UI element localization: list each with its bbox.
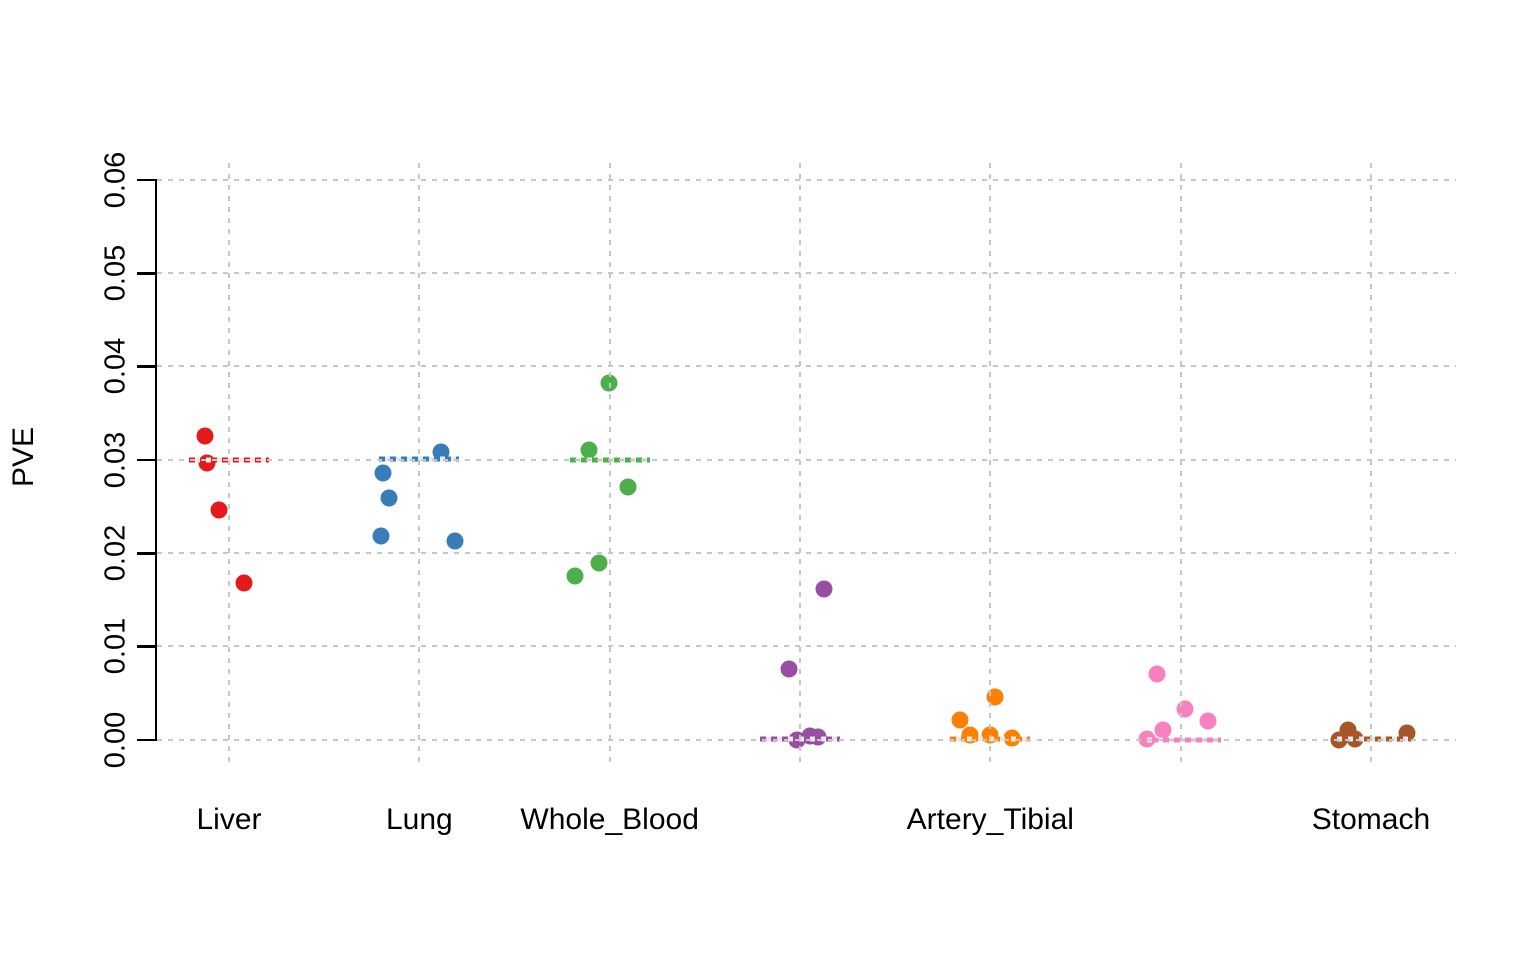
gridline-horizontal	[157, 458, 1456, 461]
data-point	[380, 489, 398, 507]
y-axis-tick	[137, 178, 157, 182]
x-category-label: Stomach	[1311, 803, 1431, 836]
data-point	[566, 567, 584, 585]
x-category-label: Whole_Blood	[520, 803, 699, 836]
data-point	[1148, 665, 1166, 683]
data-point	[196, 427, 214, 444]
data-point	[951, 711, 969, 729]
data-point	[780, 660, 798, 678]
gridline-vertical	[608, 158, 611, 762]
data-point	[374, 464, 392, 482]
gridline-horizontal	[157, 365, 1456, 368]
y-tick-label: 0.05	[99, 244, 132, 302]
y-tick-label: 0.02	[99, 524, 132, 582]
x-category-label: Artery_Tibial	[906, 803, 1074, 836]
y-axis-tick	[137, 552, 157, 555]
gridline-horizontal	[157, 272, 1456, 275]
y-axis-tick	[137, 272, 157, 275]
y-tick-label: 0.01	[99, 618, 132, 675]
data-point	[580, 441, 598, 459]
y-axis-title: PVE	[7, 426, 40, 488]
data-point	[372, 527, 390, 545]
y-axis-tick	[137, 458, 157, 462]
x-category-label: Liver	[196, 803, 262, 836]
data-point	[590, 554, 608, 572]
data-point	[446, 532, 464, 550]
y-axis-tick	[137, 365, 157, 368]
gridline-vertical	[798, 158, 801, 762]
gridline-vertical	[418, 158, 421, 762]
gridline-vertical	[1179, 158, 1182, 762]
y-tick-label: 0.06	[99, 151, 132, 208]
y-tick-label: 0.00	[99, 711, 132, 769]
gridline-horizontal	[157, 178, 1456, 181]
data-point	[210, 501, 228, 519]
gridline-horizontal	[157, 645, 1456, 648]
y-axis-tick	[137, 645, 157, 648]
data-point	[235, 574, 253, 592]
gridline-horizontal	[157, 738, 1456, 741]
data-point	[619, 478, 637, 496]
gridline-vertical	[1369, 158, 1372, 762]
y-axis-tick	[137, 738, 157, 742]
gridline-vertical	[228, 158, 230, 762]
gridline-vertical	[989, 158, 992, 762]
data-point	[1199, 712, 1217, 730]
data-point	[815, 580, 833, 598]
x-category-label: Lung	[385, 803, 453, 836]
data-point	[1154, 721, 1172, 739]
gridline-horizontal	[157, 552, 1456, 555]
y-tick-label: 0.04	[99, 338, 132, 395]
y-tick-label: 0.03	[99, 431, 132, 488]
